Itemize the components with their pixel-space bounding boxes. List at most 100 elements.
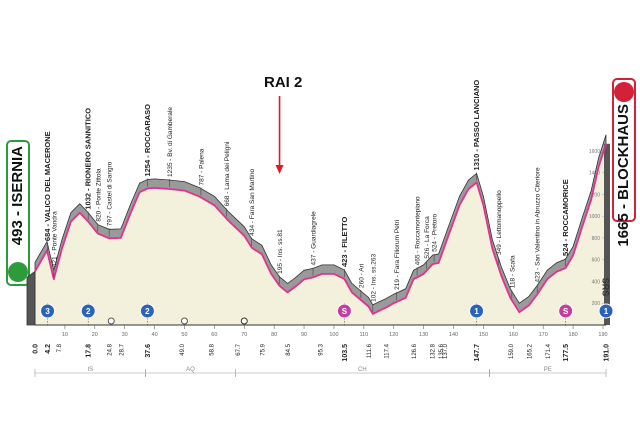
- km-scale-label: 150: [479, 332, 488, 338]
- km-tick-label: 28.7: [119, 343, 125, 355]
- gpm-marker: [40, 303, 56, 319]
- gpm-marker-label: 1: [604, 307, 609, 316]
- altitude-scale-label: 1600: [589, 149, 600, 155]
- altitude-scale-label: 200: [592, 301, 601, 307]
- km-scale-label: 50: [181, 332, 187, 338]
- km-tick-label: 75.9: [260, 343, 266, 355]
- waypoint-label: 1235 - Bv. di Gamberale: [167, 107, 174, 177]
- gpm-marker: [469, 303, 485, 319]
- waypoint-label: 349 - Lettomanoppello: [496, 190, 503, 255]
- km-scale-label: 180: [569, 332, 578, 338]
- km-tick-label: 135.6: [439, 343, 445, 359]
- altitude-scale-label: 600: [592, 258, 601, 264]
- km-scale-label: 60: [211, 332, 217, 338]
- profile-fill-layer: [35, 143, 606, 325]
- gpm-marker-label: 3: [45, 307, 50, 316]
- km-scale-label: 100: [329, 332, 338, 338]
- altitude-scale-label: 1200: [589, 192, 600, 198]
- waypoint-label: 1254 - ROCCARASO: [143, 104, 152, 177]
- waypoint-label: 195 - Ins. ss.81: [277, 229, 284, 274]
- km-tick-label: 159.0: [509, 343, 515, 359]
- altitude-scale-label: 1400: [589, 171, 600, 177]
- waypoint-label: 1032 - RIONERO SANNITICO: [84, 108, 93, 210]
- waypoint-label: 820 - Ponte Zittola: [95, 168, 102, 221]
- waypoint-label: 684 - VALICO DEL MACERONE: [43, 131, 52, 241]
- region-label: IS: [87, 367, 93, 373]
- waypoint-label: 524 - ROCCAMORICE: [561, 179, 570, 256]
- route-line: [34, 143, 607, 315]
- km-scale-label: 40: [152, 332, 158, 338]
- waypoint-label: 465 - Roccamontepiano: [415, 196, 422, 265]
- start-wall: [26, 270, 36, 326]
- km-scale-label: 130: [419, 332, 428, 338]
- sprint-marker: [558, 303, 574, 319]
- camera-marker: [240, 317, 248, 325]
- waypoint-label: 668 - Lama dei Peligni: [224, 142, 231, 207]
- gpm-marker-label: 2: [145, 307, 150, 316]
- finish-icon: [614, 82, 634, 102]
- waypoint-label: 1310 - PASSO LANCIANO: [472, 80, 481, 171]
- broadcast-arrow-head: [275, 165, 284, 174]
- waypoint-label: 423 - FILETTO: [340, 217, 349, 267]
- km-tick-label: 171.4: [546, 343, 552, 359]
- start-badge: 493 - ISERNIA: [6, 140, 30, 286]
- km-scale-label: 30: [122, 332, 128, 338]
- km-scale-label: 140: [449, 332, 458, 338]
- start-icon: [8, 262, 28, 282]
- region-layer: IS AQ CH PE: [34, 367, 607, 377]
- km-tick-label: 0.0: [33, 344, 40, 354]
- region-label: PE: [544, 367, 552, 373]
- km-scale-label: 110: [359, 332, 368, 338]
- km-tick-label: 111.6: [367, 343, 373, 358]
- km-tick-label: 165.2: [527, 343, 533, 359]
- km-tick-label: 67.7: [236, 343, 242, 355]
- km-axis-layer: 10 20 30 40 50 60 70 80 90 100 110 120 130 140 150 160 1…: [33, 324, 611, 362]
- km-tick-label: 132.8: [431, 343, 437, 359]
- finish-wall: [604, 143, 610, 325]
- gpm-marker: [80, 303, 96, 319]
- waypoint-label: 524 - Pretoro: [432, 213, 439, 251]
- km-tick-label: 137.0: [443, 343, 449, 359]
- gpm-marker: [139, 303, 155, 319]
- km-scale-label: 70: [241, 332, 247, 338]
- sprint-marker: [336, 303, 352, 319]
- gpm-marker-label: 2: [86, 307, 91, 316]
- km-tick-label: 24.8: [108, 343, 114, 355]
- km-tick-label: 7.8: [57, 343, 63, 352]
- altitude-scale-label: 400: [592, 279, 601, 285]
- sprint-marker-label: S: [342, 307, 348, 316]
- km-scale-label: 160: [509, 332, 518, 338]
- waypoint-label: 260 - Ari: [358, 264, 365, 288]
- waypoint-label: 118 - Scafa: [509, 255, 516, 288]
- finish-badge: 1665 - BLOCKHAUS: [612, 78, 636, 247]
- km-scale-label: 10: [62, 332, 68, 338]
- feed-marker: [107, 317, 115, 325]
- gpm-marker: [598, 303, 614, 319]
- waypoint-label: 434 - Fara San Martino: [249, 169, 256, 236]
- km-scale-label: 120: [389, 332, 398, 338]
- km-scale-label: 170: [539, 332, 548, 338]
- km-tick-label: 103.5: [342, 344, 349, 362]
- marker-layer: 3 2 2 S 1 S 1: [40, 303, 614, 327]
- km-tick-label: 177.5: [563, 344, 570, 362]
- waypoint-label: 219 - Fara Filiorum Petri: [394, 220, 401, 290]
- waypoint-label: 526 - La Forca: [424, 216, 431, 259]
- km-tick-label: 17.8: [86, 344, 93, 358]
- km-tick-label: 84.5: [286, 343, 292, 355]
- km-tick-label: 191.0: [604, 344, 611, 362]
- waypoint-label: 437 - Guardiagrele: [311, 211, 318, 266]
- waypoint-layer: 684 - VALICO DEL MACERONE 421 - Ponte Van…: [43, 80, 570, 312]
- annotation-layer: [275, 96, 284, 174]
- km-tick-label: 95.3: [318, 343, 324, 355]
- km-scale-label: 80: [271, 332, 277, 338]
- waypoint-label: 787 - Palena: [198, 148, 205, 185]
- route-layer: [34, 143, 607, 315]
- km-tick-label: 4.2: [45, 344, 52, 354]
- km-tick-label: 117.4: [384, 343, 390, 358]
- km-tick-label: 126.6: [412, 343, 418, 359]
- km-scale-label: 190: [598, 332, 607, 338]
- feed-marker: [180, 317, 188, 325]
- region-label: CH: [358, 367, 367, 373]
